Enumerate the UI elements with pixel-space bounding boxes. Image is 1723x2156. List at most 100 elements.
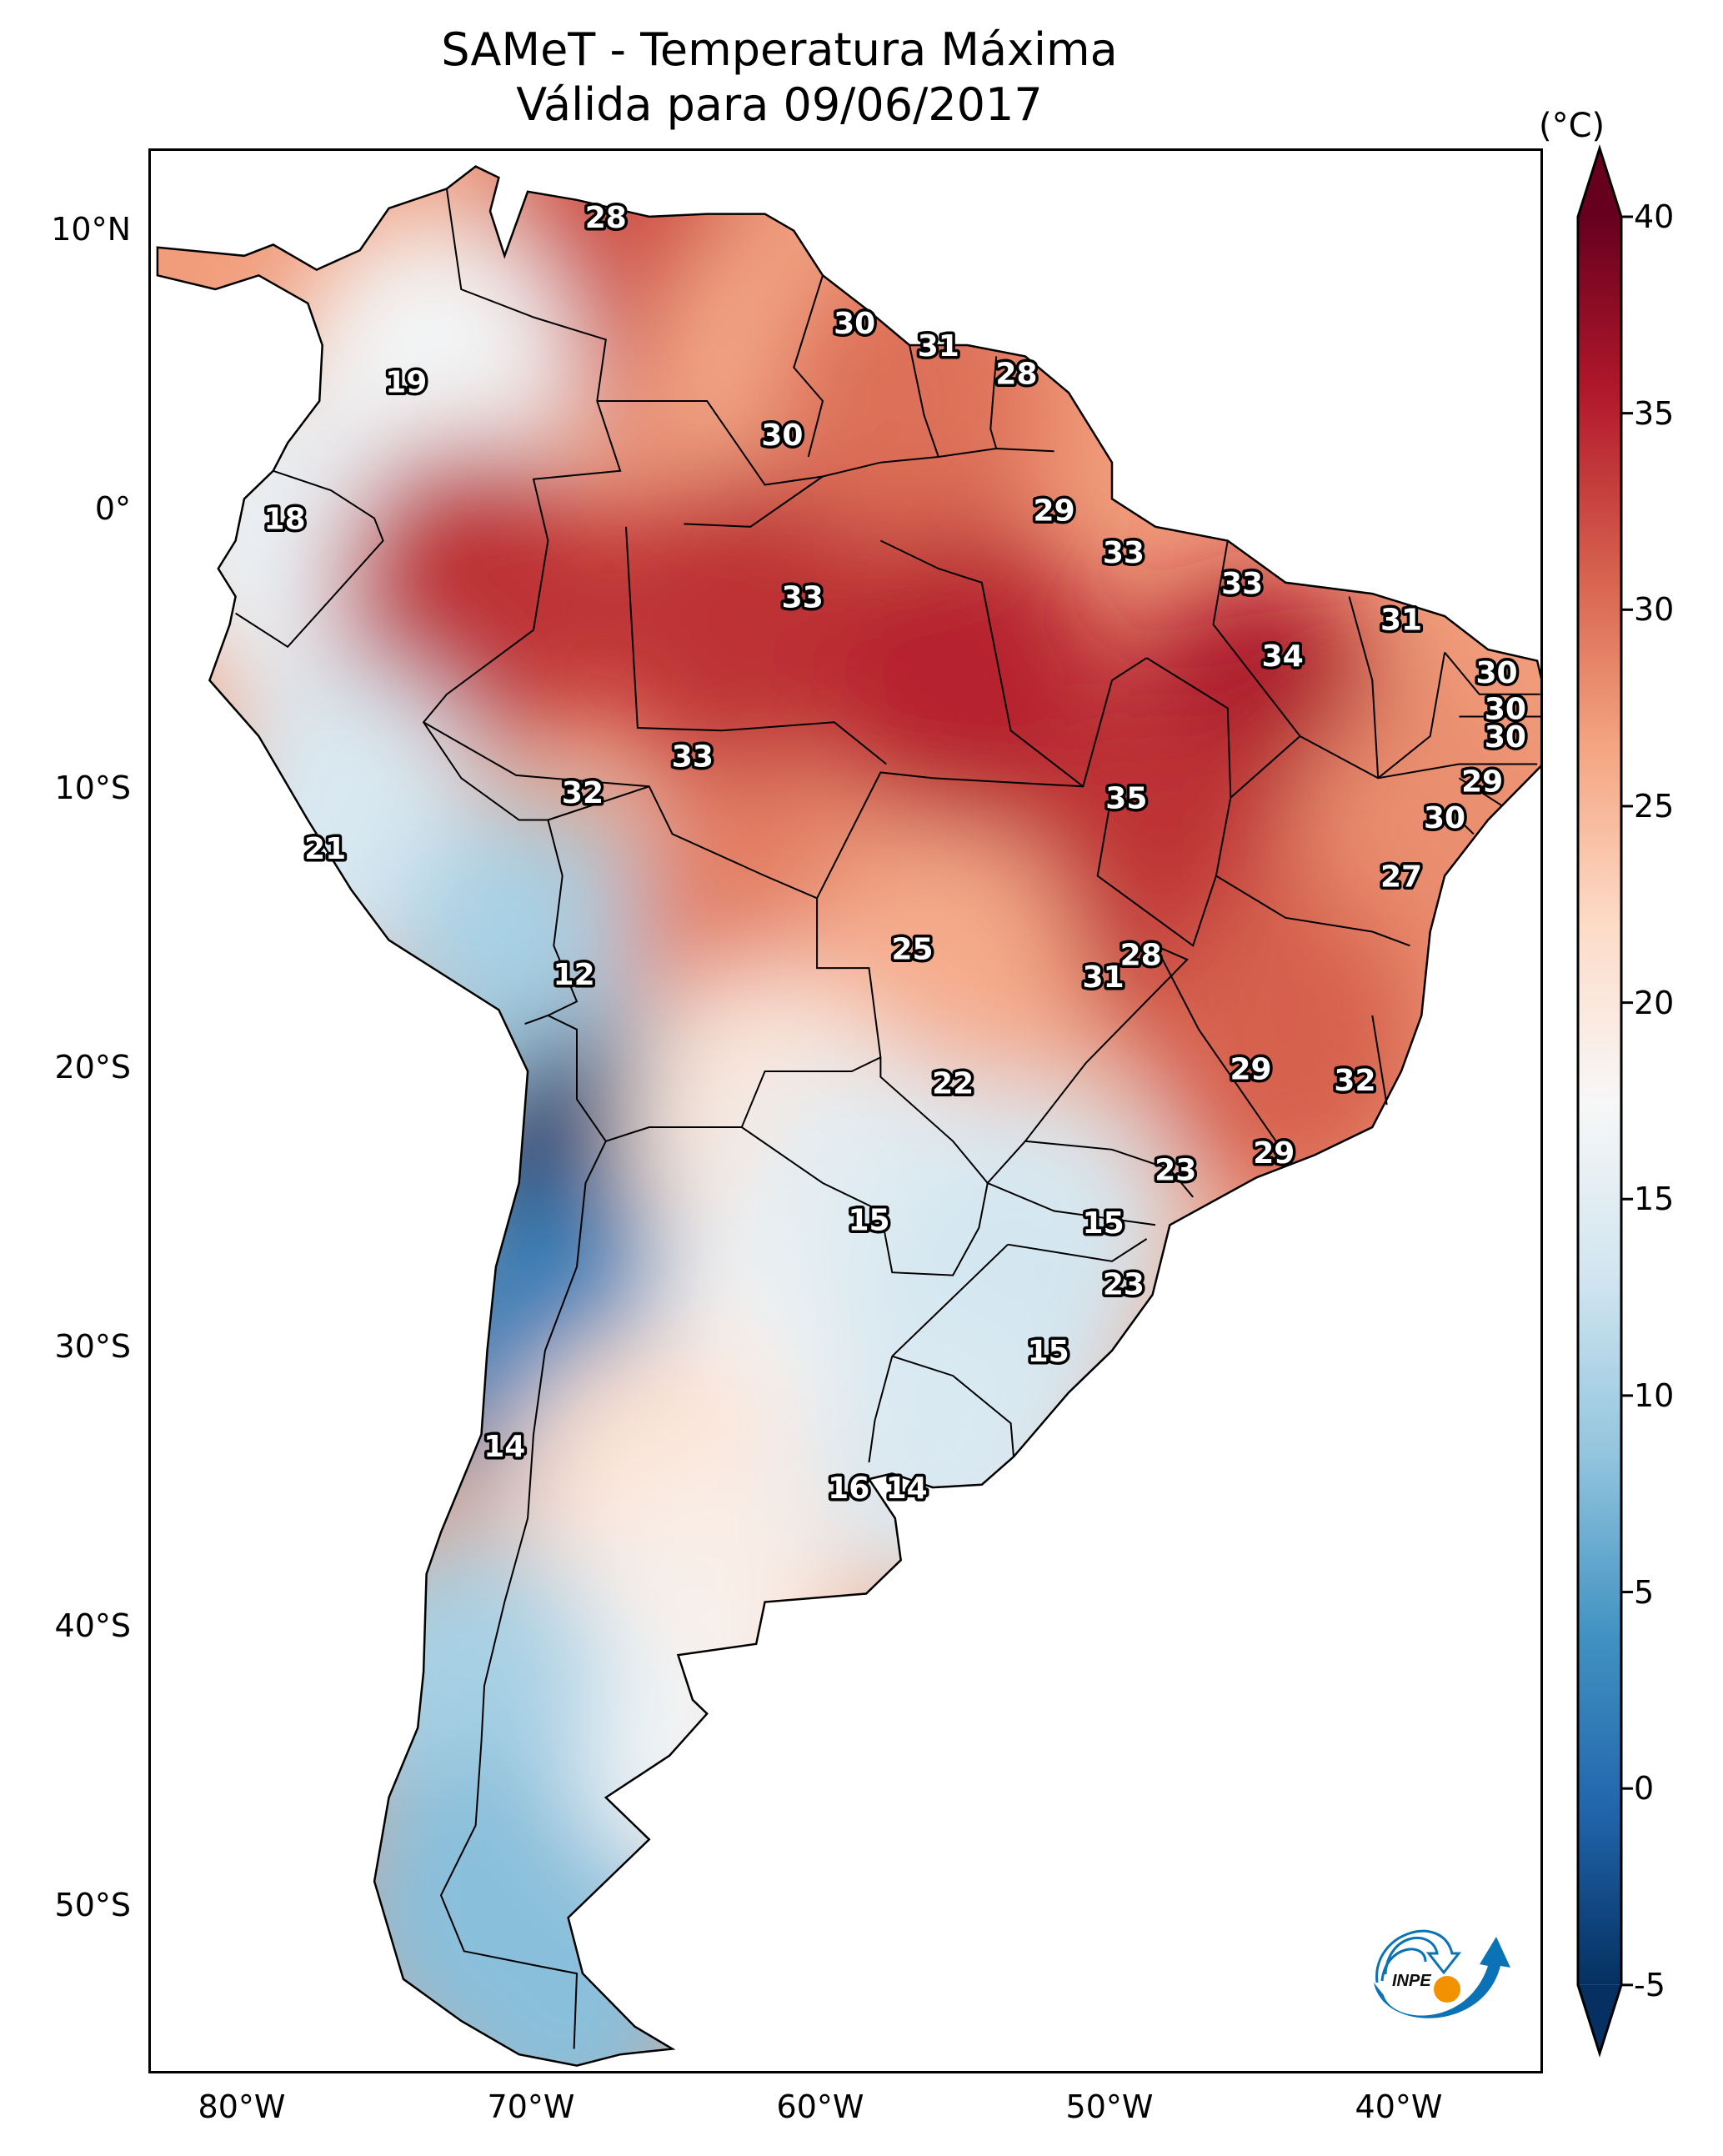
border-line (909, 344, 939, 458)
temperature-label: 30 (1475, 656, 1517, 690)
border-line (547, 785, 882, 1142)
temperature-label: 27 (1380, 860, 1422, 895)
field-sample (1144, 885, 1428, 1202)
map-panel: 28 19 30 31 28 30 18 29 33 33 33 31 34 30 30 30 33 32 35 29… (148, 148, 1543, 2073)
chart-subtitle-date: Válida para 09/06/2017 (516, 78, 1043, 131)
temperature-label: 35 (1105, 782, 1147, 816)
country-state-borders (235, 188, 1540, 2049)
logo-text: INPE (1392, 1972, 1431, 1990)
temperature-label: 16 (828, 1472, 869, 1506)
temperature-label: 29 (1034, 494, 1075, 529)
border-line (1371, 1015, 1388, 1106)
border-line (235, 469, 384, 649)
temperature-label: 19 (385, 366, 427, 400)
lat-tick-label: 50°S (54, 1887, 131, 1923)
border-line (1458, 777, 1504, 807)
temperature-label: 14 (483, 1430, 525, 1464)
temperature-label: 31 (918, 329, 959, 364)
logo-swoosh-arrow (1374, 1937, 1510, 2018)
border-line (1348, 596, 1380, 779)
colorbar-tick-label: 15 (1634, 1181, 1675, 1218)
lat-tick-label: 30°S (54, 1328, 131, 1365)
border-line (989, 356, 998, 449)
border-line (1085, 944, 1281, 1147)
temperature-label: 21 (304, 832, 346, 866)
temperature-label: 32 (562, 776, 604, 810)
colorbar-tick-label: -5 (1634, 1966, 1665, 2003)
temperature-label: 15 (1028, 1335, 1069, 1369)
border-line (891, 1243, 1009, 1357)
colorbar-extend-min (1578, 1984, 1621, 2053)
temperature-label: 30 (761, 419, 803, 453)
temperature-label: 18 (264, 503, 306, 537)
temperature-label: 32 (1334, 1064, 1375, 1098)
colorbar-tick-label: 10 (1634, 1376, 1675, 1414)
temperature-label: 28 (585, 201, 627, 235)
lat-tick-label: 20°S (54, 1049, 131, 1086)
colorbar-unit-label: (°C) (1539, 107, 1605, 145)
border-line (625, 526, 887, 765)
temperature-label: 14 (886, 1472, 928, 1506)
colorbar-gradient (1578, 217, 1621, 1985)
border-line (1023, 1062, 1194, 1198)
inpe-logo: INPE (1374, 1929, 1510, 2018)
lon-tick-label: 70°W (487, 2088, 575, 2125)
lon-tick-label: 50°W (1065, 2088, 1154, 2125)
border-line (1378, 763, 1538, 780)
temperature-label: 28 (995, 358, 1037, 392)
lat-tick-label: 40°S (54, 1607, 131, 1644)
temperature-label: 31 (1083, 960, 1124, 995)
border-line (1444, 651, 1540, 695)
temperature-label: 33 (782, 581, 824, 615)
border-line (1007, 1238, 1148, 1262)
temperature-label: 29 (1461, 765, 1503, 800)
border-line (986, 1141, 1156, 1226)
colorbar-tick-label: 20 (1634, 984, 1675, 1021)
border-line (868, 1356, 894, 1463)
temperature-label: 33 (1103, 536, 1144, 570)
colorbar (1576, 144, 1633, 2058)
lon-tick-label: 40°W (1355, 2088, 1443, 2125)
colorbar-tick-label: 35 (1634, 394, 1675, 432)
colorbar-tick-label: 25 (1634, 787, 1675, 825)
temperature-label: 15 (1083, 1206, 1124, 1241)
border-line (891, 1355, 1014, 1457)
coastline (156, 165, 1540, 2067)
colorbar-extend-max (1578, 148, 1621, 217)
field-sample (333, 438, 618, 755)
border-line (1230, 735, 1301, 799)
temperature-label: 23 (1103, 1268, 1144, 1302)
colorbar-tick-label: 30 (1634, 591, 1675, 629)
temperature-label: 29 (1253, 1136, 1295, 1171)
border-line (1458, 819, 1475, 835)
temperature-label: 22 (932, 1066, 974, 1101)
lat-tick-label: 10°N (51, 211, 131, 248)
temperature-label: 23 (1155, 1153, 1196, 1187)
temperature-label: 29 (1230, 1053, 1272, 1087)
temperature-label: 28 (1120, 938, 1162, 972)
field-sample (825, 522, 1109, 839)
lon-tick-label: 60°W (776, 2088, 864, 2125)
temperature-label: 30 (1485, 720, 1526, 755)
lat-tick-label: 10°S (54, 770, 131, 806)
border-line (879, 539, 1084, 788)
logo-outer-arrow (1375, 1929, 1462, 1983)
border-line (597, 400, 1054, 486)
border-line (741, 1057, 989, 1276)
logo-inner-arc (1380, 1948, 1427, 1982)
border-line (1215, 875, 1410, 947)
border-line (684, 475, 824, 528)
temperature-label: 31 (1380, 603, 1422, 637)
lat-tick-label: 0° (94, 490, 131, 527)
border-line (439, 1141, 607, 2049)
temperature-label: 25 (892, 933, 934, 967)
temperature-label: 33 (672, 740, 714, 774)
border-line (423, 721, 649, 788)
field-sample (594, 466, 878, 783)
lon-tick-label: 80°W (198, 2088, 286, 2125)
temperature-label: 30 (1485, 693, 1526, 727)
temperature-label: 30 (1424, 801, 1465, 835)
temperature-label: 30 (834, 307, 875, 341)
